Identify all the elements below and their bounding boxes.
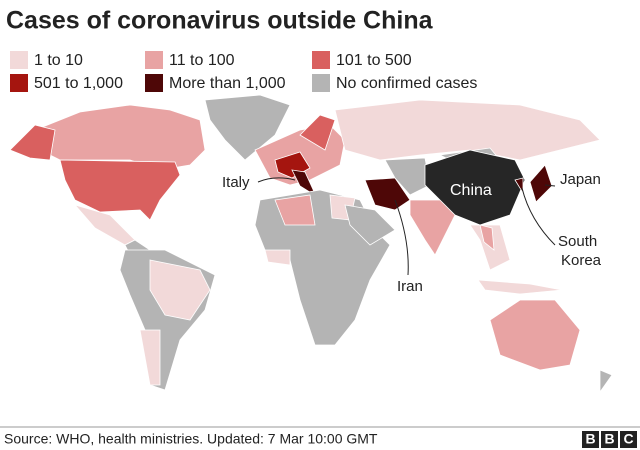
region xyxy=(344,204,396,246)
region xyxy=(149,259,211,321)
region xyxy=(364,177,411,211)
legend-swatch xyxy=(312,51,330,69)
legend-label: 1 to 10 xyxy=(34,52,83,69)
leader-line xyxy=(257,177,296,183)
label-south-korea: Korea xyxy=(561,252,602,269)
logo-letter: B xyxy=(585,431,595,447)
region xyxy=(489,299,581,371)
logo-block xyxy=(620,431,637,448)
region xyxy=(334,99,601,161)
legend-swatch xyxy=(10,51,28,69)
region xyxy=(264,249,291,266)
label-italy: Italy xyxy=(222,174,250,191)
legend: 1 to 10 11 to 100 101 to 500 501 to 1,000 Mo… xyxy=(10,51,477,92)
region xyxy=(9,124,56,161)
legend-swatch xyxy=(145,51,163,69)
label-china: China xyxy=(450,182,492,199)
label-iran: Iran xyxy=(397,278,423,295)
logo-letter: C xyxy=(623,431,633,447)
world-map xyxy=(9,94,613,394)
region xyxy=(599,369,613,394)
legend-swatch xyxy=(312,74,330,92)
region xyxy=(477,279,563,295)
region xyxy=(384,157,431,196)
region xyxy=(59,159,181,221)
legend-swatch xyxy=(10,74,28,92)
leader-line xyxy=(521,187,556,246)
region xyxy=(299,114,336,151)
china xyxy=(424,149,526,226)
title: Cases of coronavirus outside China xyxy=(6,7,434,35)
leader-line xyxy=(394,199,409,276)
legend-swatch xyxy=(145,74,163,92)
leader-lines xyxy=(257,177,556,276)
label-japan: Japan xyxy=(560,171,601,188)
label-south-korea: South xyxy=(558,233,597,250)
leader-line xyxy=(544,184,556,187)
legend-label: More than 1,000 xyxy=(169,75,286,92)
legend-label: 11 to 100 xyxy=(169,52,235,69)
region xyxy=(514,177,524,195)
region xyxy=(34,104,206,171)
legend-label: 101 to 500 xyxy=(336,52,412,69)
legend-label: No confirmed cases xyxy=(336,75,477,92)
logo-block xyxy=(601,431,618,448)
region xyxy=(139,329,161,386)
source: Source: WHO, health ministries. Updated:… xyxy=(4,431,378,447)
logo-letter: B xyxy=(604,431,614,447)
legend-label: 501 to 1,000 xyxy=(34,75,123,92)
region xyxy=(274,194,316,226)
region xyxy=(469,224,511,271)
region xyxy=(479,224,495,251)
region xyxy=(529,164,553,203)
logo-block xyxy=(582,431,599,448)
